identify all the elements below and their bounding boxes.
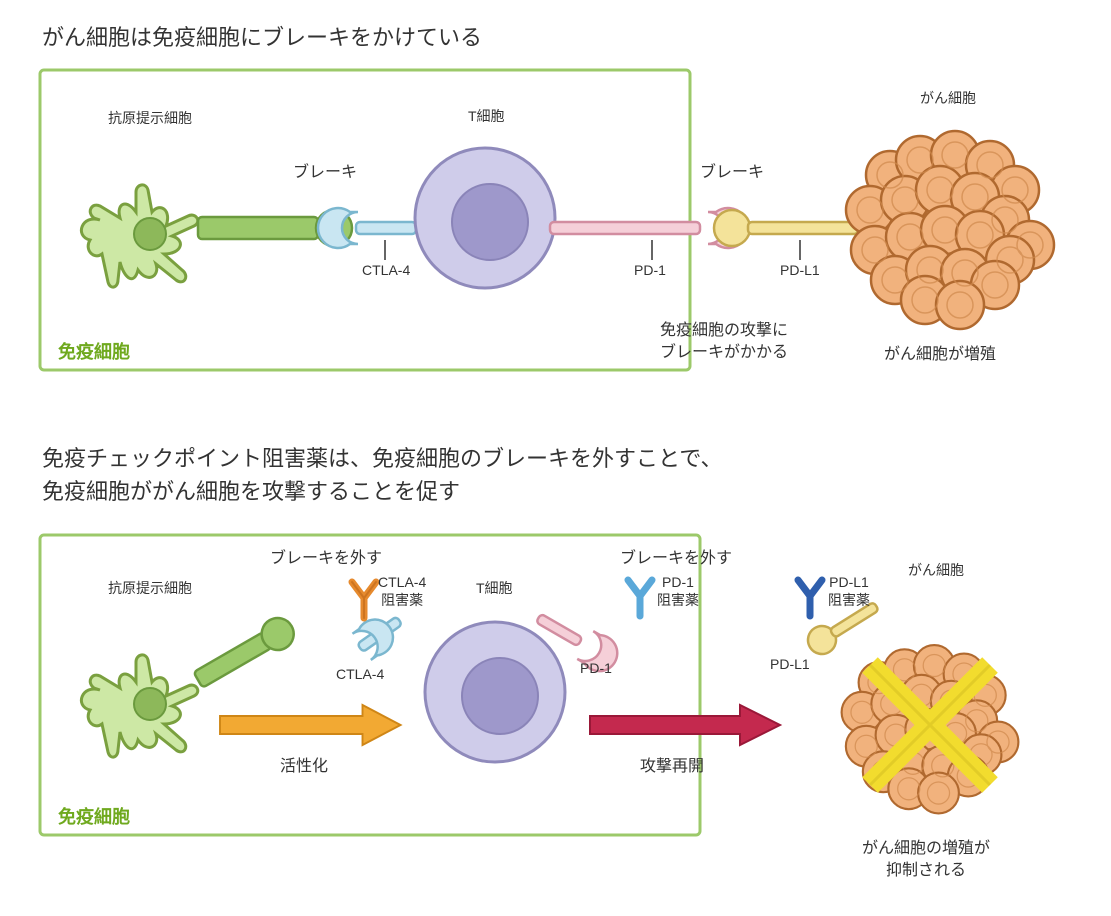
panel1-cancer-label: がん細胞 <box>920 88 976 108</box>
panel1-tcell-label: T細胞 <box>468 106 505 126</box>
panel1-brake1-label: ブレーキ <box>293 158 357 182</box>
panel2-attack-label: 攻撃再開 <box>640 752 704 776</box>
panel2-tcell-icon <box>425 622 565 762</box>
panel1-apc-label: 抗原提示細胞 <box>108 108 192 128</box>
panel1-ctla4-receptor-icon <box>318 208 416 248</box>
panel2-remove2-label: ブレーキを外す <box>620 544 732 568</box>
panel2-apc-icon <box>81 655 197 757</box>
diagram-svg <box>0 0 1111 916</box>
panel1-pdl1-label: PD-L1 <box>780 262 820 278</box>
panel2-remove1-label: ブレーキを外す <box>270 544 382 568</box>
panel1-tcell-icon <box>415 148 555 288</box>
panel2-activate-label: 活性化 <box>280 752 328 776</box>
panel1-cancer-grow-label: がん細胞が増殖 <box>884 340 996 364</box>
panel2-activate-arrow-icon <box>220 705 401 745</box>
panel1-group <box>40 70 1054 370</box>
panel2-tcell-label: T細胞 <box>476 578 513 598</box>
panel2-ctla4-drug-icon <box>352 582 376 618</box>
panel1-brake2-label: ブレーキ <box>700 158 764 182</box>
panel2-pd1-drug-icon <box>628 580 652 616</box>
panel2-apc-label: 抗原提示細胞 <box>108 578 192 598</box>
panel2-ctla4-label: CTLA-4 <box>336 666 384 682</box>
panel2-box-label: 免疫細胞 <box>58 803 130 829</box>
panel2-cancer-label: がん細胞 <box>908 560 964 580</box>
panel1-cancer-icon <box>846 131 1054 329</box>
panel1-pd1-label: PD-1 <box>634 262 666 278</box>
panel2-pdl1-drug-icon <box>798 580 822 616</box>
panel2-ctla4-drug-label: CTLA-4 阻害薬 <box>378 574 426 609</box>
panel2-pd1-label: PD-1 <box>580 660 612 676</box>
panel1-box-label: 免疫細胞 <box>58 338 130 364</box>
panel2-pdl1-drug-label: PD-L1 阻害薬 <box>828 574 870 609</box>
panel2-pd1-drug-label: PD-1 阻害薬 <box>657 574 699 609</box>
panel2-apc-arm-icon <box>190 612 300 694</box>
panel2-suppressed-label: がん細胞の増殖が 抑制される <box>862 838 990 883</box>
panel1-brake-effect-label: 免疫細胞の攻撃に ブレーキがかかる <box>660 320 788 365</box>
panel2-pdl1-label: PD-L1 <box>770 656 810 672</box>
panel1-pdl1-ligand-icon <box>714 210 858 246</box>
panel2-ctla4-receptor-icon <box>350 606 410 663</box>
panel1-ctla4-label: CTLA-4 <box>362 262 410 278</box>
panel1-apc-icon <box>81 185 197 287</box>
panel2-attack-arrow-icon <box>590 705 780 745</box>
